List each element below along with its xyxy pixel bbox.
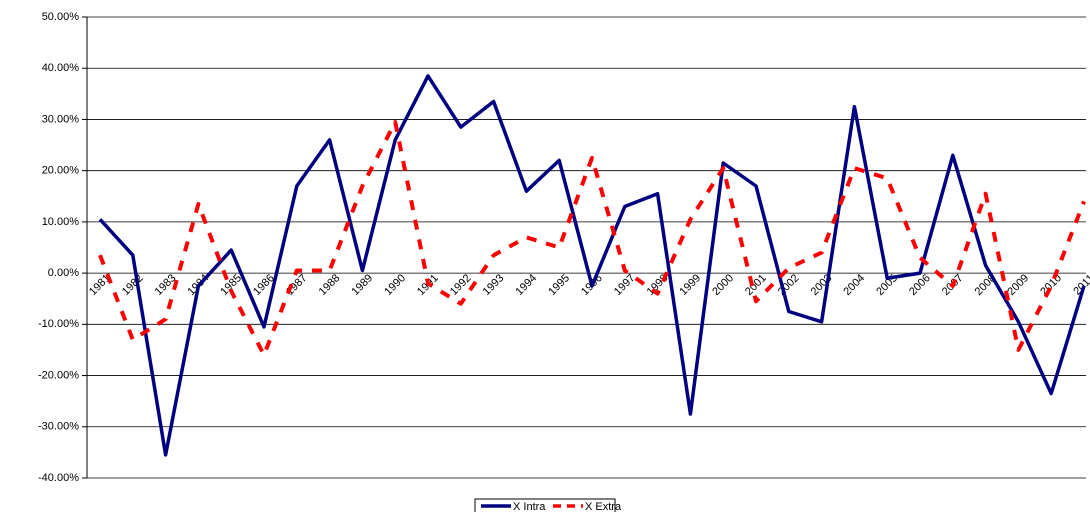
- series-line: [98, 74, 1086, 457]
- legend-label: X Intra: [513, 501, 546, 512]
- y-tick-label: 50.00%: [42, 11, 80, 23]
- series-line: [98, 120, 1086, 358]
- y-tick-label: -20.00%: [38, 369, 79, 381]
- y-tick-label: 30.00%: [42, 113, 80, 125]
- y-tick-label: -40.00%: [38, 472, 79, 484]
- y-tick-label: 0.00%: [48, 267, 79, 279]
- y-tick-label: 20.00%: [42, 165, 80, 177]
- y-tick-label: -10.00%: [38, 318, 79, 330]
- legend-box: [474, 498, 616, 512]
- y-tick-label: 40.00%: [42, 62, 80, 74]
- legend-label: X Extra: [585, 501, 622, 512]
- y-tick-label: -30.00%: [38, 421, 79, 433]
- y-tick-label: 10.00%: [42, 216, 80, 228]
